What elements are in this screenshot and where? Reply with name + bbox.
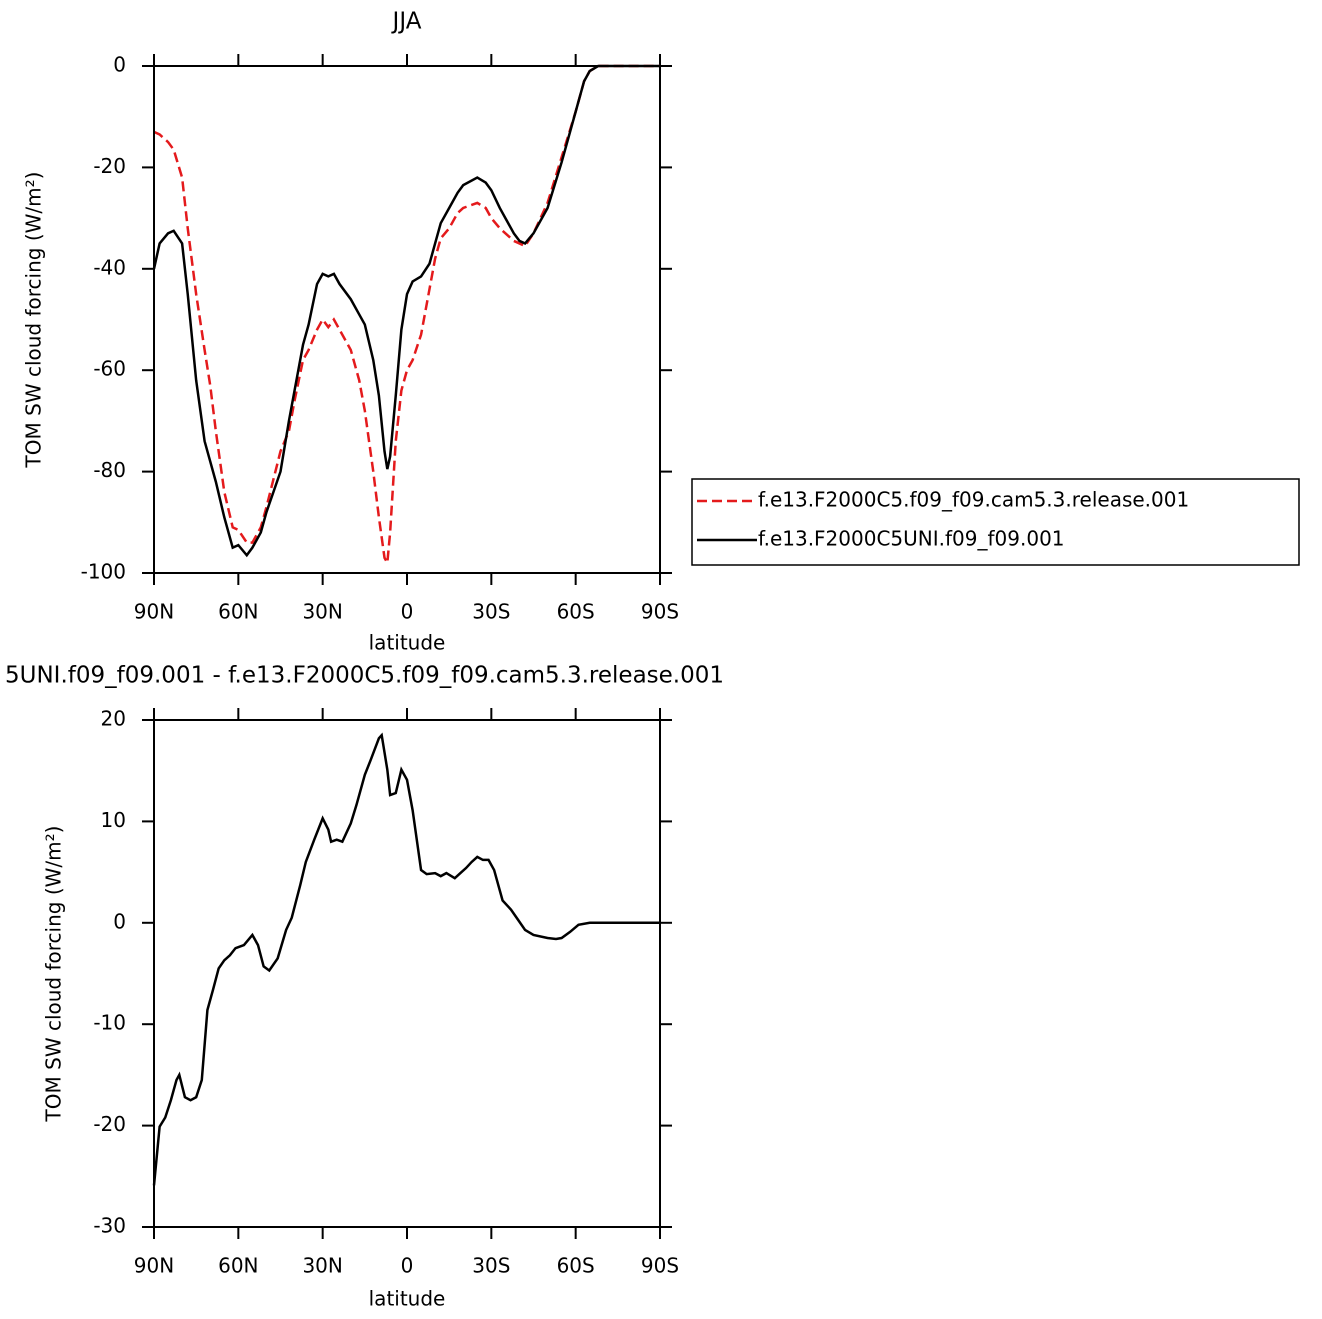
y-tick-label: -80 — [93, 458, 126, 482]
y-tick-label: 20 — [101, 707, 126, 731]
x-tick-label: 90S — [641, 1254, 679, 1278]
y-tick-label: -40 — [93, 255, 126, 279]
x-tick-label: 30S — [472, 600, 510, 624]
x-axis-label: latitude — [369, 1287, 446, 1311]
x-tick-label: 60N — [218, 1254, 258, 1278]
y-axis-label: TOM SW cloud forcing (W/m²) — [42, 826, 66, 1123]
y-tick-label: 0 — [113, 909, 126, 933]
data-line — [152, 732, 660, 1186]
y-tick-label: 10 — [101, 808, 126, 832]
y-tick-label: -100 — [81, 560, 126, 584]
x-tick-label: 30S — [472, 1254, 510, 1278]
y-tick-label: -20 — [93, 154, 126, 178]
x-tick-label: 60N — [218, 600, 258, 624]
x-tick-label: 60S — [557, 1254, 595, 1278]
data-line — [152, 64, 660, 558]
chart-title: JJA — [391, 9, 422, 35]
x-tick-label: 30N — [302, 1254, 342, 1278]
x-tick-label: 90S — [641, 600, 679, 624]
legend-label: f.e13.F2000C5.f09_f09.cam5.3.release.001 — [758, 488, 1189, 512]
x-tick-label: 90N — [134, 1254, 174, 1278]
y-tick-label: 0 — [113, 53, 126, 77]
y-axis-label: TOM SW cloud forcing (W/m²) — [22, 172, 46, 469]
x-tick-label: 90N — [134, 600, 174, 624]
legend-box — [691, 478, 1300, 566]
x-tick-label: 0 — [401, 600, 414, 624]
y-tick-label: -30 — [93, 1214, 126, 1238]
x-tick-label: 30N — [302, 600, 342, 624]
y-tick-label: -60 — [93, 357, 126, 381]
plot-frame — [153, 719, 661, 1228]
legend-label: f.e13.F2000C5UNI.f09_f09.001 — [758, 527, 1065, 551]
y-tick-label: -10 — [93, 1011, 126, 1035]
x-axis-label: latitude — [369, 631, 446, 655]
data-line — [153, 64, 660, 568]
plot-frame — [153, 65, 661, 574]
y-tick-label: -20 — [93, 1112, 126, 1136]
x-tick-label: 60S — [557, 600, 595, 624]
chart-title: 5UNI.f09_f09.001 - f.e13.F2000C5.f09_f09… — [5, 663, 724, 689]
x-tick-label: 0 — [401, 1254, 414, 1278]
